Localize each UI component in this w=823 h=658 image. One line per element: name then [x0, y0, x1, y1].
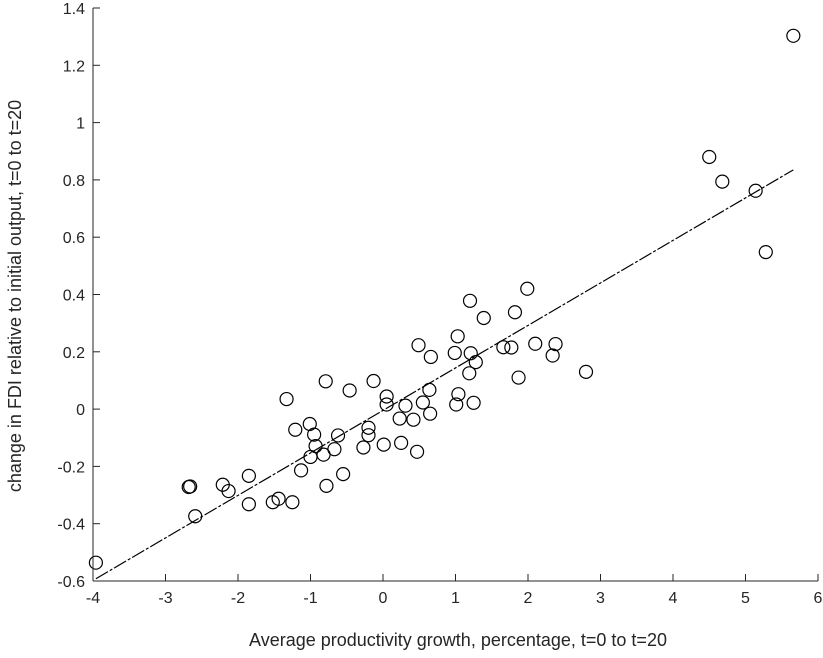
y-tick-label: 1.4	[63, 1, 85, 18]
data-point	[376, 437, 391, 452]
data-point	[496, 340, 511, 355]
data-point	[411, 338, 426, 353]
data-point	[449, 397, 464, 412]
x-tick-label: 0	[379, 590, 388, 607]
data-point	[451, 387, 466, 402]
data-point	[415, 395, 430, 410]
data-point	[578, 364, 594, 379]
x-tick-label: -1	[303, 590, 317, 607]
data-point	[221, 483, 236, 499]
data-point	[336, 467, 351, 482]
data-point	[463, 346, 478, 361]
data-point	[545, 348, 560, 363]
x-tick-label: -4	[86, 590, 100, 607]
y-tick-label: 1	[76, 116, 85, 133]
data-point	[398, 398, 413, 413]
data-point	[183, 479, 198, 494]
data-point	[507, 305, 523, 320]
data-point	[423, 349, 438, 365]
data-point	[319, 478, 334, 493]
data-point	[394, 435, 409, 451]
y-tick-label: 0.6	[63, 230, 85, 247]
data-point	[466, 395, 481, 410]
data-point	[356, 440, 371, 455]
data-point	[342, 383, 357, 398]
data-point	[361, 420, 376, 435]
y-tick-label: 0.8	[63, 173, 85, 190]
x-tick-label: -2	[231, 590, 245, 607]
data-point	[423, 406, 438, 421]
data-point	[462, 366, 477, 381]
data-point	[379, 389, 394, 404]
data-point	[468, 355, 483, 370]
data-point	[511, 370, 526, 385]
data-point	[241, 497, 256, 512]
x-tick-label: 3	[596, 590, 605, 607]
data-point	[241, 468, 256, 483]
data-point	[476, 310, 491, 326]
data-point	[715, 174, 730, 189]
data-point	[406, 412, 421, 427]
data-point	[361, 428, 376, 443]
x-tick-label: 6	[814, 590, 823, 607]
data-point	[307, 427, 322, 442]
data-point	[327, 442, 342, 457]
data-point	[330, 428, 346, 443]
x-tick-label: 5	[741, 590, 750, 607]
y-tick-label: -0.4	[57, 517, 85, 534]
data-point	[285, 495, 300, 510]
data-point	[366, 373, 381, 389]
data-point	[528, 336, 543, 351]
data-point	[748, 183, 763, 198]
data-point	[409, 444, 425, 459]
data-point	[318, 374, 333, 389]
axes	[92, 8, 818, 582]
x-tick-label: -3	[158, 590, 172, 607]
data-point	[447, 345, 462, 361]
data-point	[279, 391, 294, 407]
y-tick-label: 0.4	[63, 288, 85, 305]
y-axis-ticks: -0.6 -0.4 -0.2 0 0.2 0.4 0.6 0.8 1 1.2 1.4	[57, 1, 100, 591]
data-point	[504, 340, 519, 355]
data-point	[288, 422, 303, 437]
x-tick-label: 2	[524, 590, 533, 607]
data-point	[702, 149, 717, 165]
regression-line	[95, 169, 794, 580]
data-point	[293, 463, 309, 478]
data-point	[462, 293, 478, 308]
data-point	[520, 281, 535, 296]
x-tick-label: 1	[451, 590, 460, 607]
data-point	[392, 411, 407, 426]
data-points	[88, 28, 801, 570]
y-tick-label: 0	[76, 402, 85, 419]
data-point	[548, 336, 563, 352]
data-point	[450, 329, 465, 344]
x-tick-label: 4	[669, 590, 678, 607]
data-point	[88, 555, 104, 570]
x-axis-label: Average productivity growth, percentage,…	[249, 630, 667, 650]
y-tick-label: 0.2	[63, 345, 85, 362]
data-point	[786, 28, 801, 43]
y-axis-label: change in FDI relative to initial output…	[5, 100, 25, 492]
data-point	[271, 491, 286, 506]
fit-line	[95, 169, 794, 580]
y-tick-label: -0.6	[57, 574, 85, 591]
data-point	[758, 244, 773, 260]
y-tick-label: 1.2	[63, 58, 85, 75]
x-axis-ticks: -4 -3 -2 -1 0 1 2 3 4 5 6	[86, 574, 823, 607]
data-point	[379, 397, 394, 412]
y-tick-label: -0.2	[57, 459, 85, 476]
